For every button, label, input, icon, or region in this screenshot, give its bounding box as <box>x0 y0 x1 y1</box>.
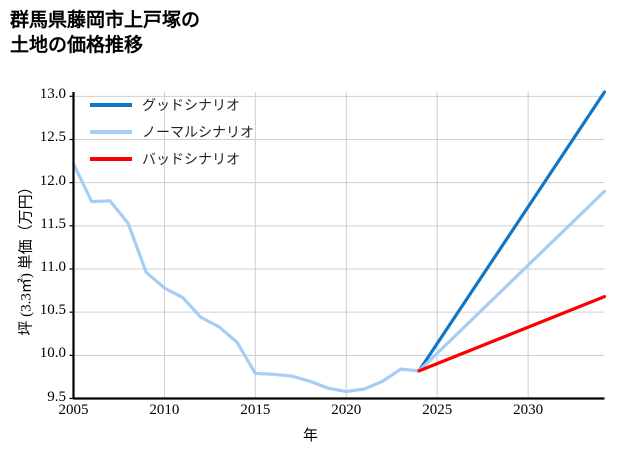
y-tick-label: 13.0 <box>39 86 66 103</box>
y-tick-label: 12.5 <box>39 129 66 146</box>
y-tick-marks <box>69 95 74 400</box>
y-axis-label: 坪 (3.3㎡) 単価（万円） <box>18 179 35 336</box>
chart-title: 群馬県藤岡市上戸塚の 土地の価格推移 <box>10 10 201 57</box>
y-tick-label: 10.0 <box>39 345 66 362</box>
series-line <box>417 295 607 373</box>
legend-swatch-bad <box>90 157 132 161</box>
series-line <box>417 90 607 373</box>
x-tick-label: 2025 <box>422 402 453 418</box>
legend-swatch-normal <box>90 130 132 134</box>
legend-label-good: グッドシナリオ <box>142 99 240 114</box>
legend-swatch-good <box>90 103 132 107</box>
series-line <box>417 189 607 373</box>
legend-label-normal: ノーマルシナリオ <box>142 126 254 141</box>
x-tick-label: 2020 <box>331 402 362 418</box>
y-tick-label: 11.5 <box>40 215 66 232</box>
y-tick-label: 10.5 <box>39 302 66 319</box>
series-line <box>71 162 421 394</box>
x-tick-label: 2010 <box>149 402 180 418</box>
y-tick-label: 9.5 <box>47 388 66 405</box>
y-tick-label: 11.0 <box>40 258 66 275</box>
x-tick-label: 2030 <box>513 402 544 418</box>
legend-label-bad: バッドシナリオ <box>142 153 240 168</box>
plot-background <box>73 92 605 398</box>
x-tick-label: 2015 <box>240 402 271 418</box>
x-axis-label: 年 <box>302 428 318 444</box>
x-tick-label: 2005 <box>58 402 89 418</box>
series-lines <box>71 90 607 394</box>
y-tick-label: 12.0 <box>39 172 66 189</box>
